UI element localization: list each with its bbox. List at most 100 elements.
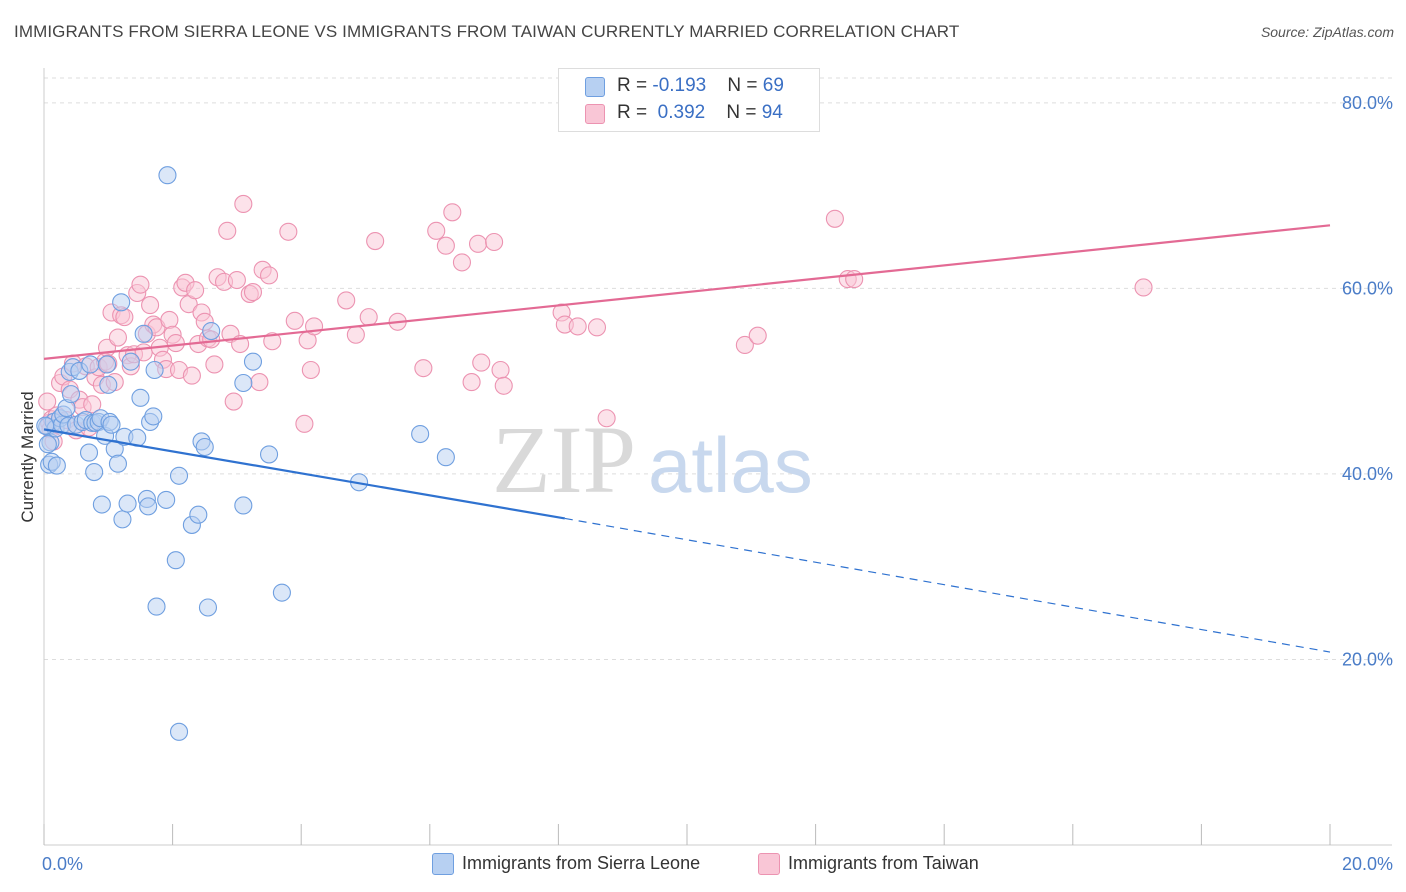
data-point [366, 232, 385, 251]
data-point [202, 321, 221, 341]
trend-line-solid [43, 224, 1331, 360]
data-point [134, 324, 153, 343]
watermark-atlas: atlas [648, 421, 813, 509]
r-label: R = [617, 102, 653, 123]
data-point [166, 334, 185, 353]
data-point [218, 221, 237, 240]
data-point [169, 466, 189, 485]
data-point [468, 234, 488, 253]
data-point [99, 375, 118, 394]
data-point [198, 598, 218, 617]
data-point [160, 310, 179, 329]
data-point [272, 583, 291, 602]
swatch-blue-icon [585, 77, 605, 97]
data-point [147, 597, 166, 616]
data-point [587, 318, 607, 337]
n-label: N = [726, 102, 762, 123]
y-tick-label: 80.0% [1342, 93, 1393, 113]
data-point [825, 209, 844, 228]
data-point [234, 373, 253, 393]
x-tick-label: 0.0% [42, 854, 83, 874]
data-point [81, 355, 100, 374]
legend-label: Immigrants from Taiwan [788, 853, 979, 873]
data-point [436, 236, 455, 255]
data-point [462, 373, 481, 392]
data-point [452, 253, 472, 272]
data-point [118, 494, 137, 513]
data-point [227, 270, 246, 290]
data-point [113, 510, 132, 529]
data-point [144, 407, 163, 426]
data-point [234, 496, 253, 515]
data-point [337, 291, 356, 310]
data-point [139, 497, 158, 516]
data-point [83, 395, 102, 414]
data-point [301, 360, 320, 380]
data-point [169, 722, 189, 741]
watermark: ZIP atlas [492, 406, 813, 513]
y-tick-label: 20.0% [1342, 649, 1393, 669]
chart-title: IMMIGRANTS FROM SIERRA LEONE VS IMMIGRAN… [14, 22, 960, 41]
data-point [145, 360, 164, 380]
data-point [494, 376, 513, 395]
stats-legend: R = -0.193 N = 69 R = 0.392 N = 94 [558, 68, 820, 132]
data-point [234, 194, 253, 214]
data-point [79, 443, 99, 462]
swatch-pink-icon [758, 853, 780, 875]
data-point [359, 308, 378, 327]
data-point [735, 335, 754, 355]
data-point [224, 392, 243, 411]
data-point [158, 166, 177, 185]
data-point [102, 415, 121, 434]
data-point [436, 448, 455, 467]
data-point [1134, 278, 1153, 297]
data-point [285, 311, 304, 330]
source-label: Source: ZipAtlas.com [1260, 24, 1394, 40]
data-point [115, 308, 134, 327]
data-point [121, 352, 140, 371]
data-point [108, 454, 127, 473]
trend-lines [43, 224, 1331, 653]
n-value: 94 [761, 102, 783, 123]
sierra-leone-points [36, 166, 455, 741]
data-point [597, 409, 616, 428]
data-point [427, 221, 446, 240]
data-point [243, 283, 263, 302]
swatch-pink-icon [585, 104, 605, 124]
n-label: N = [727, 75, 763, 96]
data-point [263, 332, 282, 351]
swatch-blue-icon [432, 853, 454, 875]
data-point [47, 456, 66, 475]
data-point [38, 392, 57, 411]
data-point [131, 388, 150, 407]
data-point [346, 325, 365, 344]
data-point [108, 328, 127, 347]
data-point [97, 355, 117, 374]
data-point [485, 232, 504, 252]
data-point [295, 414, 314, 433]
series-legend: Immigrants from Sierra Leone Immigrants … [0, 852, 1406, 878]
data-point [38, 435, 57, 454]
data-point [195, 437, 214, 457]
trend-line-dashed [564, 517, 1331, 653]
data-point [443, 203, 462, 222]
trend-line-solid [43, 428, 566, 520]
data-point [411, 424, 430, 444]
y-tick-label: 60.0% [1342, 278, 1393, 298]
data-point [157, 490, 176, 509]
axes: 20.0% 40.0% 60.0% 80.0% 0.0% 20.0% [42, 68, 1393, 874]
data-point [186, 281, 205, 300]
y-tick-label: 40.0% [1342, 464, 1393, 484]
data-point [250, 373, 269, 392]
r-label: R = [617, 75, 653, 96]
data-point [472, 353, 491, 372]
grid-lines [44, 77, 1392, 660]
data-point [182, 366, 201, 385]
r-value: -0.193 [652, 75, 707, 96]
r-value: 0.392 [657, 102, 706, 123]
data-point [112, 293, 131, 312]
data-point [748, 326, 767, 345]
data-point [189, 505, 208, 524]
data-point [166, 551, 185, 570]
legend-label: Immigrants from Sierra Leone [462, 853, 701, 873]
